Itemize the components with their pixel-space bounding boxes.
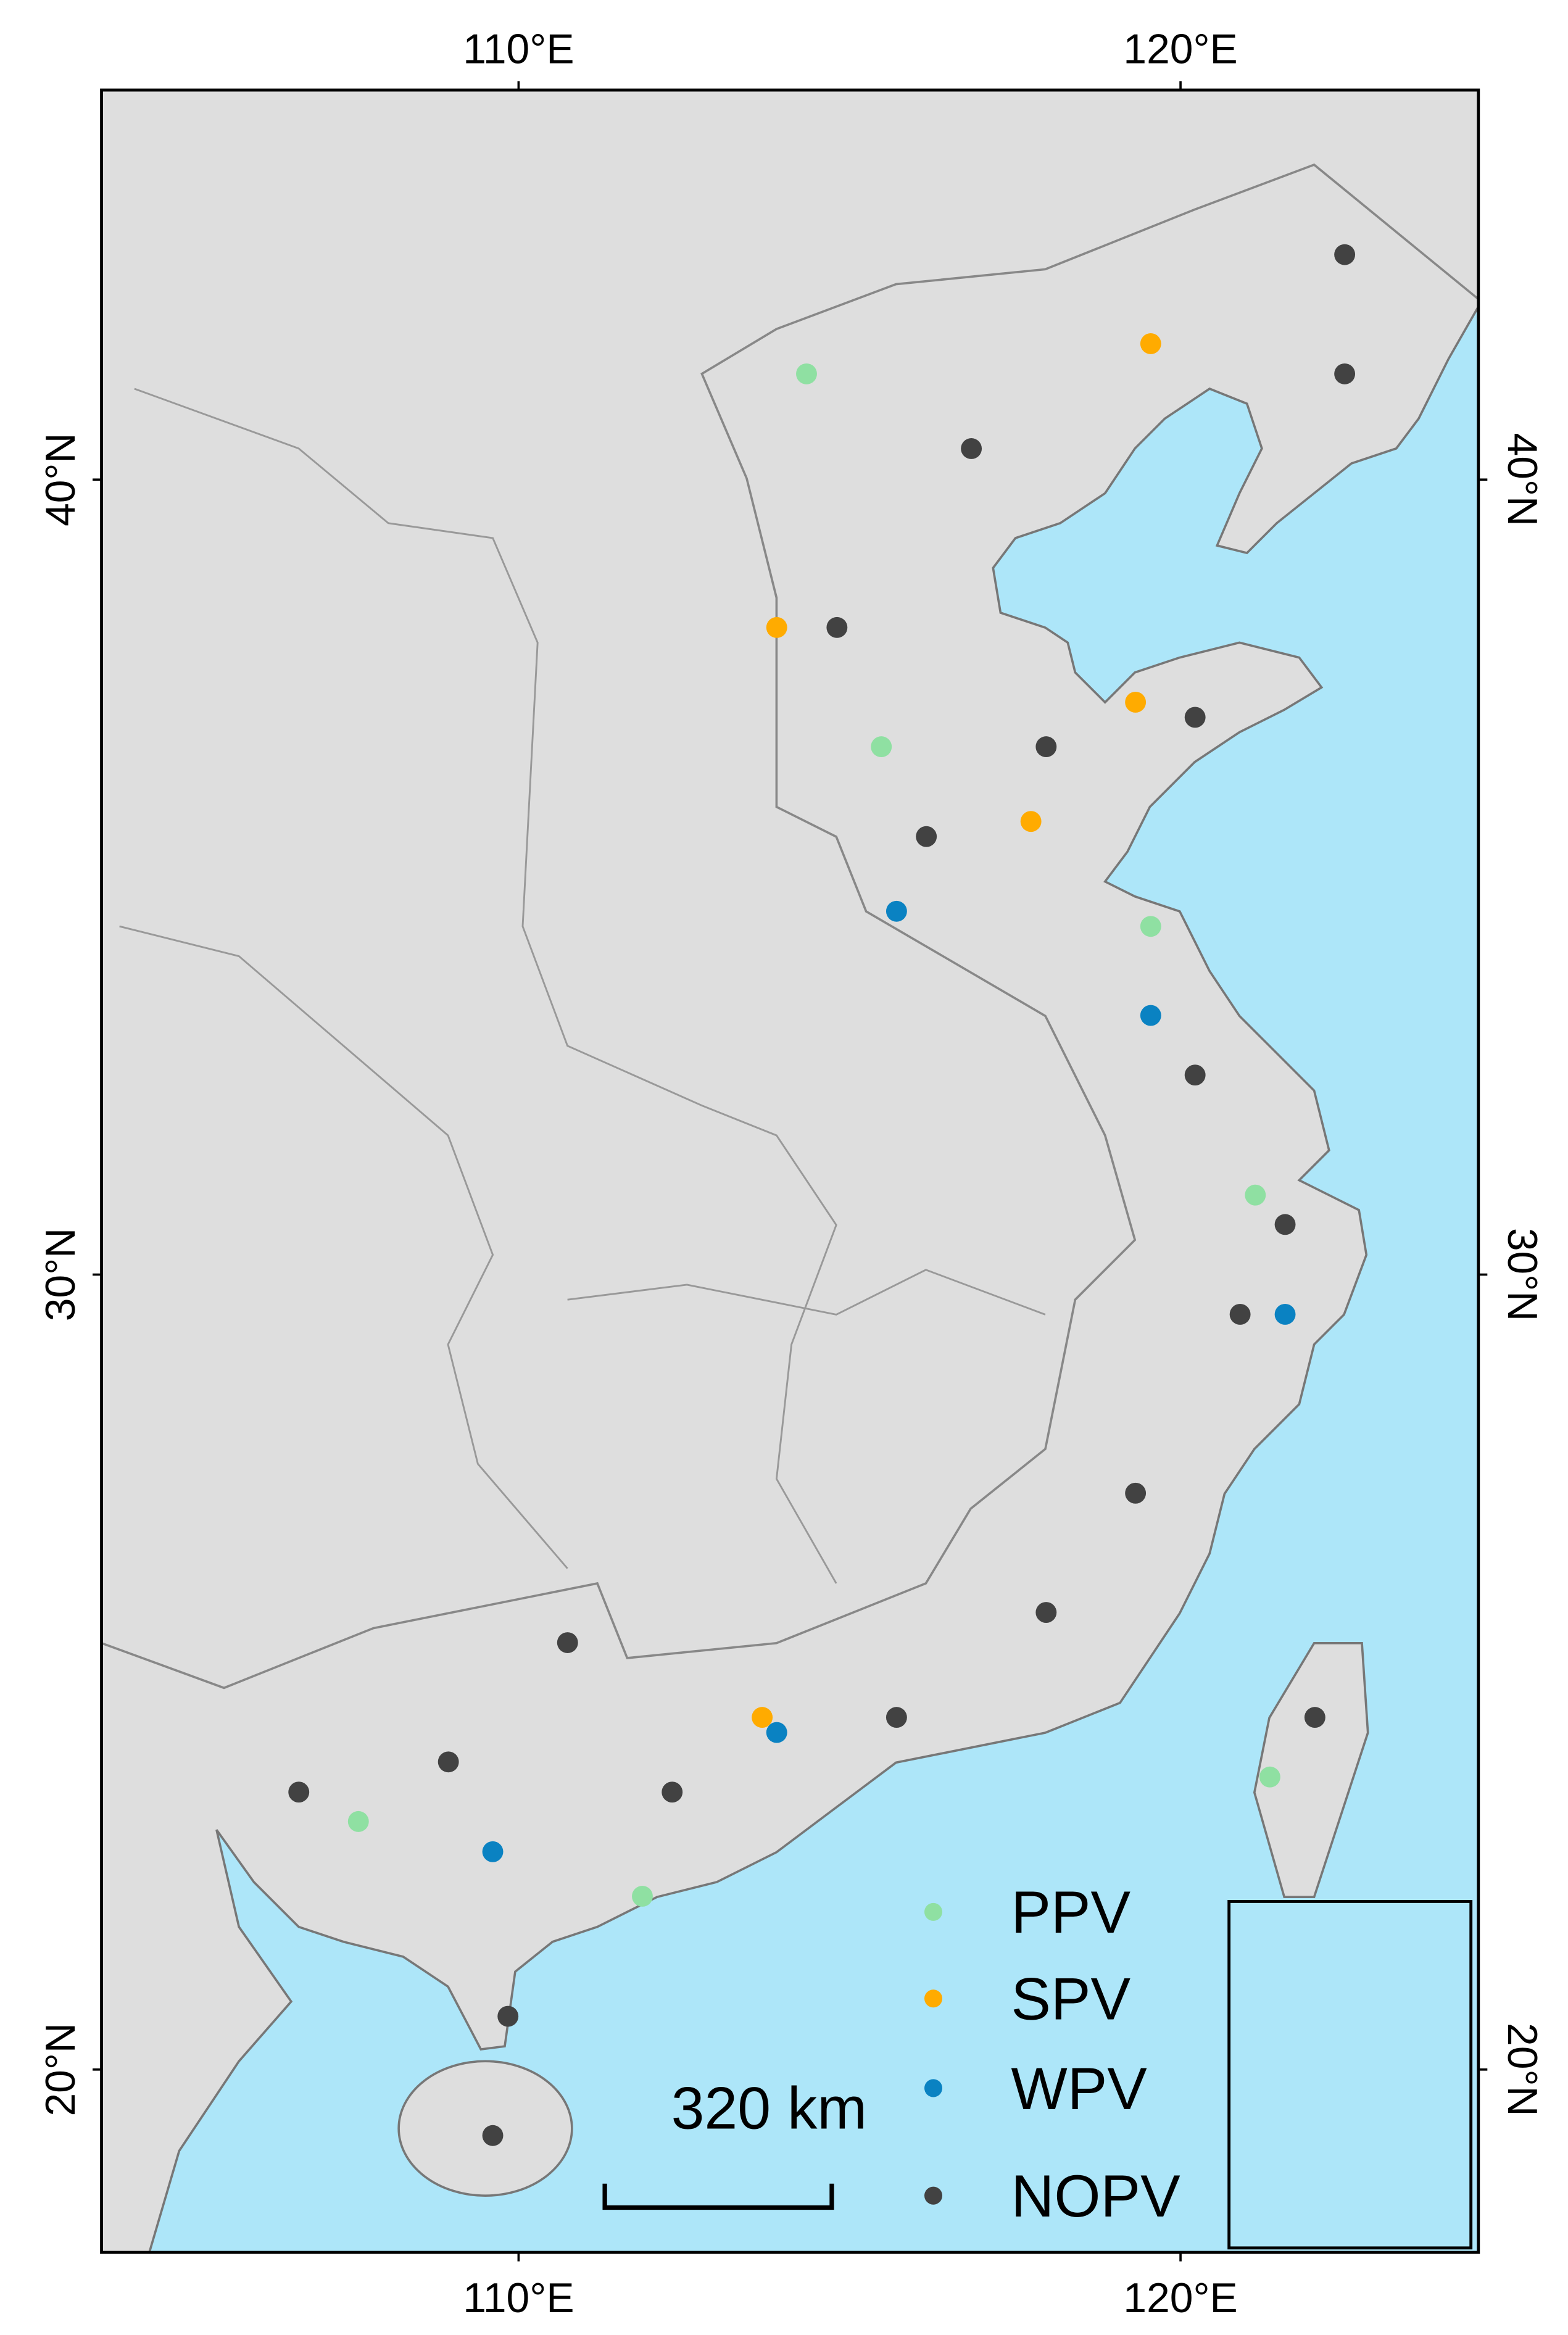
region-boundary [101, 163, 1479, 1690]
site-point [1274, 1214, 1296, 1235]
site-point [1140, 1005, 1161, 1026]
province-boundary [134, 388, 837, 1584]
site-point [1020, 811, 1042, 832]
scale-label: 320 km [671, 2074, 867, 2141]
site-point [438, 1751, 459, 1773]
site-point [1125, 692, 1147, 713]
legend-label: PPV [1011, 1878, 1130, 1946]
legend-label: SPV [1011, 1965, 1130, 2033]
site-point [288, 1781, 310, 1803]
site-point [1140, 916, 1161, 937]
province-boundary [567, 1269, 1046, 1316]
site-point [1259, 1766, 1280, 1788]
frame [100, 88, 1480, 2254]
y-tick-label: 30°N [1499, 1228, 1545, 1321]
site-point [557, 1632, 578, 1653]
x-tick-label: 110°E [463, 26, 574, 72]
site-point [497, 2005, 519, 2027]
site-point [796, 363, 817, 384]
site-point [1035, 1602, 1057, 1623]
site-point [871, 736, 892, 758]
site-point [886, 900, 907, 922]
site-point [1125, 1482, 1147, 1504]
marks [288, 244, 1356, 2146]
y-tick-label: 40°N [38, 433, 84, 526]
land [100, 89, 1480, 2254]
site-point [1245, 1184, 1266, 1206]
site-point [916, 826, 937, 847]
x-tick-label: 120°E [1123, 26, 1237, 72]
site-point [1334, 363, 1356, 384]
y-tick-label: 40°N [1499, 433, 1545, 526]
site-point [826, 616, 848, 638]
site-point [886, 1707, 907, 1728]
site-point [662, 1781, 683, 1803]
scale-bar [602, 2183, 834, 2210]
site-point [1184, 1064, 1206, 1086]
site-point [1274, 1304, 1296, 1325]
x-tick-label: 110°E [463, 2275, 574, 2321]
x-tick-label: 120°E [1123, 2275, 1237, 2321]
site-point [1140, 333, 1161, 354]
legend-label: WPV [1011, 2055, 1147, 2122]
inset-map [1227, 1900, 1473, 2250]
site-point [1184, 707, 1206, 728]
site-point [347, 1810, 369, 1832]
site-point [1304, 1707, 1325, 1728]
site-point [766, 616, 787, 638]
y-tick-label: 30°N [38, 1228, 84, 1321]
y-tick-label: 20°N [38, 2023, 84, 2116]
site-point [632, 1886, 653, 1907]
taiwan [1253, 1641, 1369, 1898]
site-point [1229, 1304, 1251, 1325]
legend-marker [924, 1989, 943, 2008]
legend-marker [924, 1902, 943, 1921]
site-point [1334, 244, 1356, 265]
site-point [1035, 736, 1057, 758]
site-point [961, 438, 982, 459]
y-tick-label: 20°N [1499, 2023, 1545, 2116]
site-point [482, 1841, 504, 1862]
legend-label: NOPV [1011, 2162, 1180, 2229]
site-point [482, 2125, 504, 2146]
site-point [752, 1707, 773, 1728]
province-boundary [119, 925, 568, 1569]
legend-marker [924, 2186, 943, 2205]
site-point [766, 1722, 787, 1743]
legend-marker [924, 2079, 943, 2097]
